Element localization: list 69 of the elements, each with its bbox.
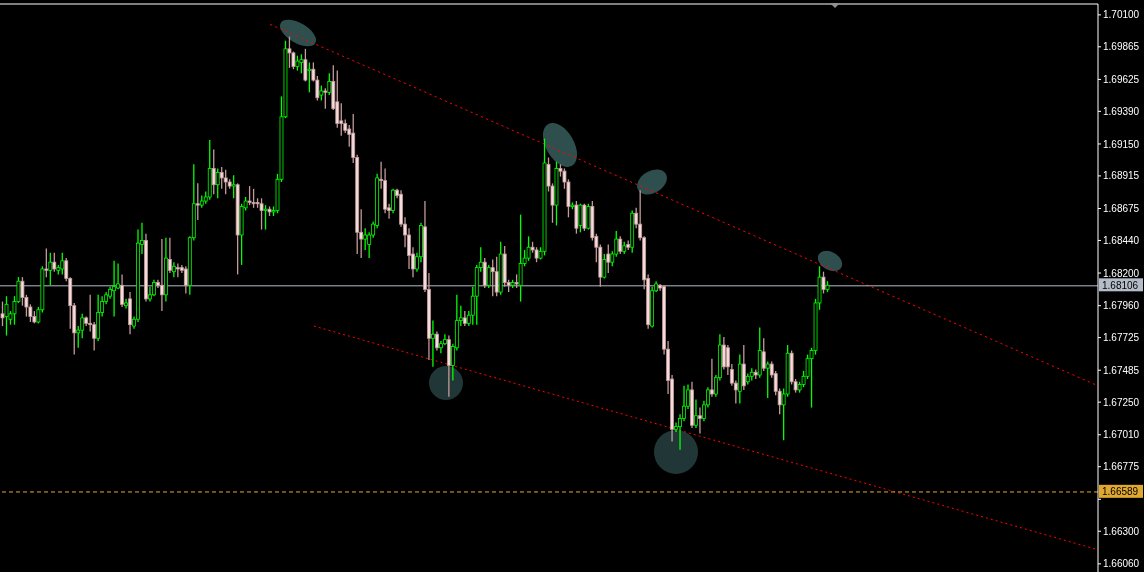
- candlestick: [323, 87, 328, 110]
- candlestick: [582, 203, 587, 232]
- candlestick: [44, 247, 49, 278]
- y-tick-label: 1.69390: [1103, 105, 1140, 117]
- candlestick: [167, 237, 172, 274]
- y-tick-label: 1.67960: [1103, 300, 1140, 312]
- candlestick: [574, 200, 579, 235]
- candlestick: [518, 213, 523, 303]
- candlestick: [694, 398, 698, 429]
- candlestick: [303, 48, 308, 83]
- candlestick: [195, 182, 200, 221]
- candlestick: [578, 203, 583, 233]
- candlestick: [602, 253, 607, 280]
- candlestick: [494, 256, 499, 297]
- candlestick: [821, 271, 826, 295]
- candlestick: [4, 295, 9, 337]
- y-tick-label: 1.68675: [1103, 203, 1140, 215]
- y-tick-label: 1.69150: [1103, 138, 1140, 150]
- y-tick-label: 1.67725: [1103, 332, 1140, 344]
- y-tick-label: 1.68915: [1103, 170, 1140, 182]
- candlestick: [52, 252, 57, 273]
- candlestick: [215, 167, 220, 199]
- candlestick: [259, 197, 264, 231]
- candlestick: [171, 261, 176, 278]
- ref-line-label: 1.66589: [1102, 486, 1139, 498]
- y-tick-label: 1.67485: [1103, 364, 1140, 376]
- candlestick: [160, 238, 164, 312]
- candlestick: [120, 273, 124, 308]
- y-tick-label: 1.67010: [1103, 429, 1140, 441]
- y-tick-label: 1.68200: [1103, 267, 1140, 279]
- y-tick-label: 1.69625: [1103, 73, 1140, 85]
- candlestick: [263, 204, 268, 231]
- candlestick: [526, 235, 531, 262]
- ref-line-label: 1.68106: [1102, 279, 1139, 291]
- y-tick-label: 1.66300: [1103, 525, 1140, 537]
- candlestick: [247, 185, 252, 206]
- y-tick-label: 1.66060: [1103, 558, 1140, 570]
- y-tick-label: 1.67250: [1103, 396, 1140, 408]
- candlestick: [60, 252, 65, 276]
- candlestick: [710, 358, 714, 398]
- candlestick: [327, 72, 332, 96]
- candlestick: [219, 166, 224, 190]
- candlestick: [486, 264, 491, 289]
- candlestick: [482, 257, 487, 289]
- candlestick: [698, 406, 702, 435]
- candlestick: [299, 53, 304, 74]
- candlestick: [391, 188, 395, 214]
- y-tick-label: 1.70100: [1103, 9, 1140, 21]
- y-tick-label: 1.66775: [1103, 461, 1140, 473]
- candlestick: [490, 258, 495, 297]
- candlestick: [363, 227, 368, 251]
- candlestick: [48, 252, 53, 286]
- y-tick-label: 1.68440: [1103, 234, 1140, 246]
- candlestick: [431, 319, 435, 368]
- candlestick: [223, 169, 228, 195]
- candlestick: [0, 300, 5, 327]
- candlestick: [175, 262, 180, 278]
- candlestick: [721, 336, 726, 371]
- candlestick: [761, 337, 766, 372]
- y-tick-label: 1.69865: [1103, 41, 1140, 53]
- candlestick: [765, 360, 770, 399]
- candlestick: [741, 344, 746, 391]
- candlestick: [112, 260, 116, 318]
- candlestick: [335, 69, 340, 129]
- candlestick: [211, 148, 216, 195]
- candlestick: [435, 330, 439, 352]
- candlestick: [251, 188, 256, 209]
- candlestick: [586, 203, 591, 231]
- candlestick: [287, 35, 292, 69]
